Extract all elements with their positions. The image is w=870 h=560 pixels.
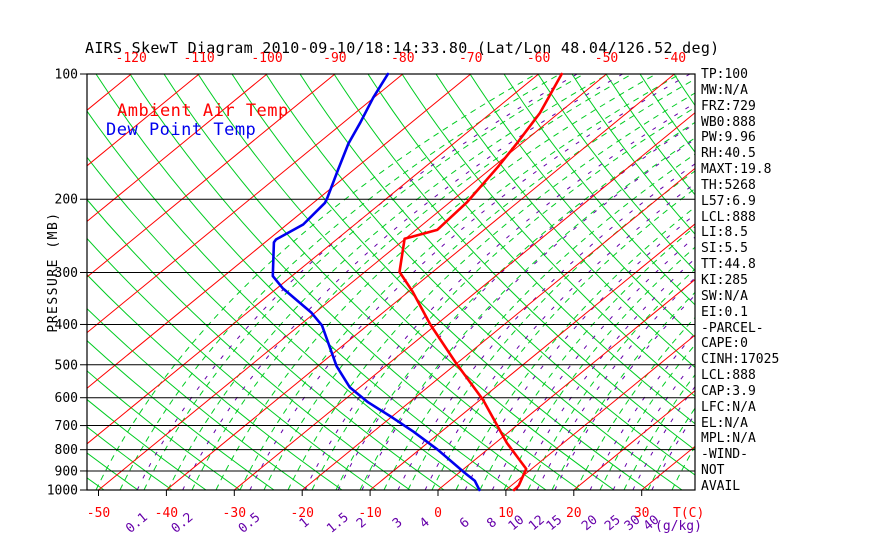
pressure-tick-label: 500: [55, 358, 78, 373]
stat-line: CAPE:0: [701, 336, 748, 352]
stat-line: L57:6.9: [701, 193, 756, 209]
top-temp-tick-label: -60: [527, 51, 550, 66]
stat-line: TH:5268: [701, 177, 756, 193]
stat-line: EL:N/A: [701, 415, 748, 431]
page-title: AIRS SkewT Diagram 2010-09-10/18:14:33.8…: [85, 39, 720, 57]
mixing-ratio-tick-label: 4: [417, 515, 433, 532]
bottom-temp-tick-label: 0: [434, 506, 442, 521]
bottom-temp-tick-label: -30: [223, 506, 246, 521]
stat-line: MPL:N/A: [701, 431, 756, 447]
pressure-tick-label: 700: [55, 419, 78, 434]
stat-line: EI:0.1: [701, 304, 748, 320]
stat-line: MW:N/A: [701, 82, 748, 98]
stat-line: TT:44.8: [701, 257, 756, 273]
stat-line: -WIND-: [701, 447, 748, 463]
pressure-tick-label: 100: [55, 68, 78, 83]
stat-line: RH:40.5: [701, 146, 756, 162]
mixing-ratio-tick-label: 1.5: [324, 510, 352, 537]
mixing-ratio-tick-label: 25: [602, 513, 624, 535]
stat-line: CAP:3.9: [701, 383, 756, 399]
plot-area: [87, 74, 695, 490]
pressure-tick-label: 400: [55, 318, 78, 333]
bottom-temp-tick-label: 30: [634, 506, 650, 521]
mixing-ratio-unit-label: (g/kg): [655, 519, 702, 534]
top-temp-tick-label: -110: [183, 51, 214, 66]
pressure-tick-label: 800: [55, 443, 78, 458]
stat-line: LFC:N/A: [701, 399, 756, 415]
pressure-tick-label: 900: [55, 464, 78, 479]
pressure-tick-label: 200: [55, 193, 78, 208]
bottom-temp-tick-label: 10: [498, 506, 514, 521]
stat-line: LCL:888: [701, 368, 756, 384]
pressure-tick-label: 1000: [47, 484, 78, 499]
isotherms: [87, 74, 695, 490]
sounding-stats-panel: TP:100 MW:N/A FRZ:729 WB0:888 PW:9.96 RH:40.5…: [701, 67, 779, 495]
bottom-temp-tick-label: -10: [358, 506, 381, 521]
pressure-tick-label: 300: [55, 266, 78, 281]
bottom-temp-tick-label: -50: [87, 506, 110, 521]
stat-line: SW:N/A: [701, 288, 748, 304]
bottom-temp-tick-label: -40: [155, 506, 178, 521]
stat-line: KI:285: [701, 272, 748, 288]
top-temp-tick-label: -40: [663, 51, 686, 66]
mixing-ratio-tick-label: 6: [457, 515, 473, 532]
temp-axis-unit-label: T(C): [673, 506, 704, 521]
legend-dew-point-temp: Dew Point Temp: [106, 120, 257, 140]
stat-line: FRZ:729: [701, 98, 756, 114]
stat-line: MAXT:19.8: [701, 162, 772, 178]
stat-line: NOT: [701, 463, 725, 479]
plot-border: [86, 73, 696, 491]
mixing-ratio-tick-label: 20: [579, 513, 601, 535]
mixing-ratio-tick-label: 3: [390, 515, 406, 532]
dew-point-profile: [271, 72, 481, 492]
pressure-gridlines: [87, 74, 695, 490]
bottom-temp-tick-label: -20: [290, 506, 313, 521]
pressure-axis-title: PRESSURE (MB): [46, 211, 61, 332]
top-temp-tick-label: -120: [116, 51, 147, 66]
legend-ambient-air-temp: Ambient Air Temp: [117, 101, 289, 121]
top-temp-tick-label: -100: [251, 51, 282, 66]
top-temp-tick-label: -70: [459, 51, 482, 66]
top-temp-tick-label: -80: [391, 51, 414, 66]
top-temp-tick-label: -50: [595, 51, 618, 66]
bottom-temp-tick-label: 20: [566, 506, 582, 521]
ambient-temp-profile: [398, 72, 564, 492]
stat-line: SI:5.5: [701, 241, 748, 257]
mixing-ratio-tick-label: 0.1: [123, 510, 151, 537]
stat-line: TP:100: [701, 67, 748, 82]
mixing-ratio-tick-label: 15: [544, 513, 566, 535]
stat-line: -PARCEL-: [701, 320, 764, 336]
mixing-ratio-lines: [136, 74, 695, 490]
stat-line: AVAIL: [701, 478, 741, 494]
stat-line: CINH:17025: [701, 352, 780, 368]
pressure-tick-label: 600: [55, 391, 78, 406]
stat-line: LI:8.5: [701, 225, 748, 241]
stat-line: WB0:888: [701, 114, 756, 130]
stat-line: LCL:888: [701, 209, 756, 225]
stat-line: PW:9.96: [701, 130, 756, 146]
top-temp-tick-label: -90: [323, 51, 346, 66]
